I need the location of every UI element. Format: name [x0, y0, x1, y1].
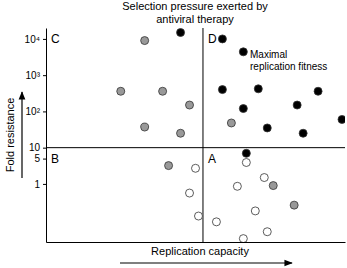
point: [194, 212, 202, 220]
annotation: Maximal: [250, 49, 287, 60]
y-tick: 10³: [26, 70, 46, 81]
point: [141, 37, 149, 45]
chart: Selection pressure exerted byantiviral t…: [0, 0, 347, 268]
y-tick-mark: [43, 75, 46, 76]
point: [269, 182, 277, 190]
plot-area: [46, 28, 345, 242]
chart-title: Selection pressure exerted by: [122, 0, 268, 12]
y-tick: 1: [34, 179, 46, 190]
point: [299, 129, 307, 137]
x-arrow: [120, 262, 292, 263]
quadrant-divider: [46, 147, 345, 148]
y-tick: 10⁴: [25, 34, 46, 45]
quadrant-divider: [202, 28, 203, 242]
y-tick-label: 5: [34, 153, 40, 164]
point: [338, 115, 345, 123]
point: [314, 87, 322, 95]
y-tick-label: 1: [34, 179, 40, 190]
chart-title: antiviral therapy: [156, 13, 234, 25]
x-axis: [47, 242, 346, 243]
point: [293, 101, 301, 109]
point: [177, 29, 185, 37]
y-tick-mark: [43, 111, 46, 112]
point: [192, 164, 200, 172]
y-tick-mark: [43, 184, 46, 185]
y-axis-title: Fold resistance: [4, 98, 16, 173]
point: [177, 129, 185, 137]
y-tick-label: 10²: [26, 106, 41, 117]
annotation: replication fitness: [250, 61, 327, 72]
point: [290, 201, 298, 209]
y-tick: 10²: [26, 106, 46, 117]
point: [141, 123, 149, 131]
y-axis-line: [46, 29, 47, 243]
point: [218, 86, 226, 94]
y-tick-mark: [43, 159, 46, 160]
point: [260, 174, 268, 182]
point: [254, 85, 262, 93]
point: [186, 189, 194, 197]
point: [242, 158, 250, 166]
point: [186, 101, 194, 109]
point: [263, 124, 271, 132]
point: [242, 149, 250, 157]
point: [165, 162, 173, 170]
y-axis: 1 510 10² 10³ 10⁴: [25, 29, 47, 243]
point: [233, 182, 241, 190]
x-axis-line: [47, 242, 346, 243]
quadrant-label: B: [51, 152, 59, 166]
y-tick-label: 10: [29, 142, 41, 153]
y-tick-label: 10⁴: [25, 34, 40, 45]
quadrant-label: C: [51, 32, 60, 46]
y-tick: 5: [34, 153, 46, 164]
point: [159, 87, 167, 95]
quadrant-label: A: [208, 152, 216, 166]
point: [239, 48, 247, 56]
x-axis-title: Replication capacity: [151, 245, 249, 257]
point: [239, 105, 247, 113]
y-tick-mark: [43, 39, 46, 40]
y-arrow: [21, 92, 22, 178]
point: [218, 35, 226, 43]
y-tick-mark: [43, 148, 46, 149]
y-tick-label: 10³: [26, 70, 41, 81]
y-tick: 10: [29, 142, 46, 153]
point: [227, 119, 235, 127]
point: [117, 87, 125, 95]
point: [239, 235, 247, 242]
series: [186, 158, 272, 242]
point: [263, 228, 271, 236]
series: [177, 29, 345, 158]
quadrant-label: D: [208, 32, 217, 46]
point: [212, 218, 220, 226]
point: [251, 207, 259, 215]
